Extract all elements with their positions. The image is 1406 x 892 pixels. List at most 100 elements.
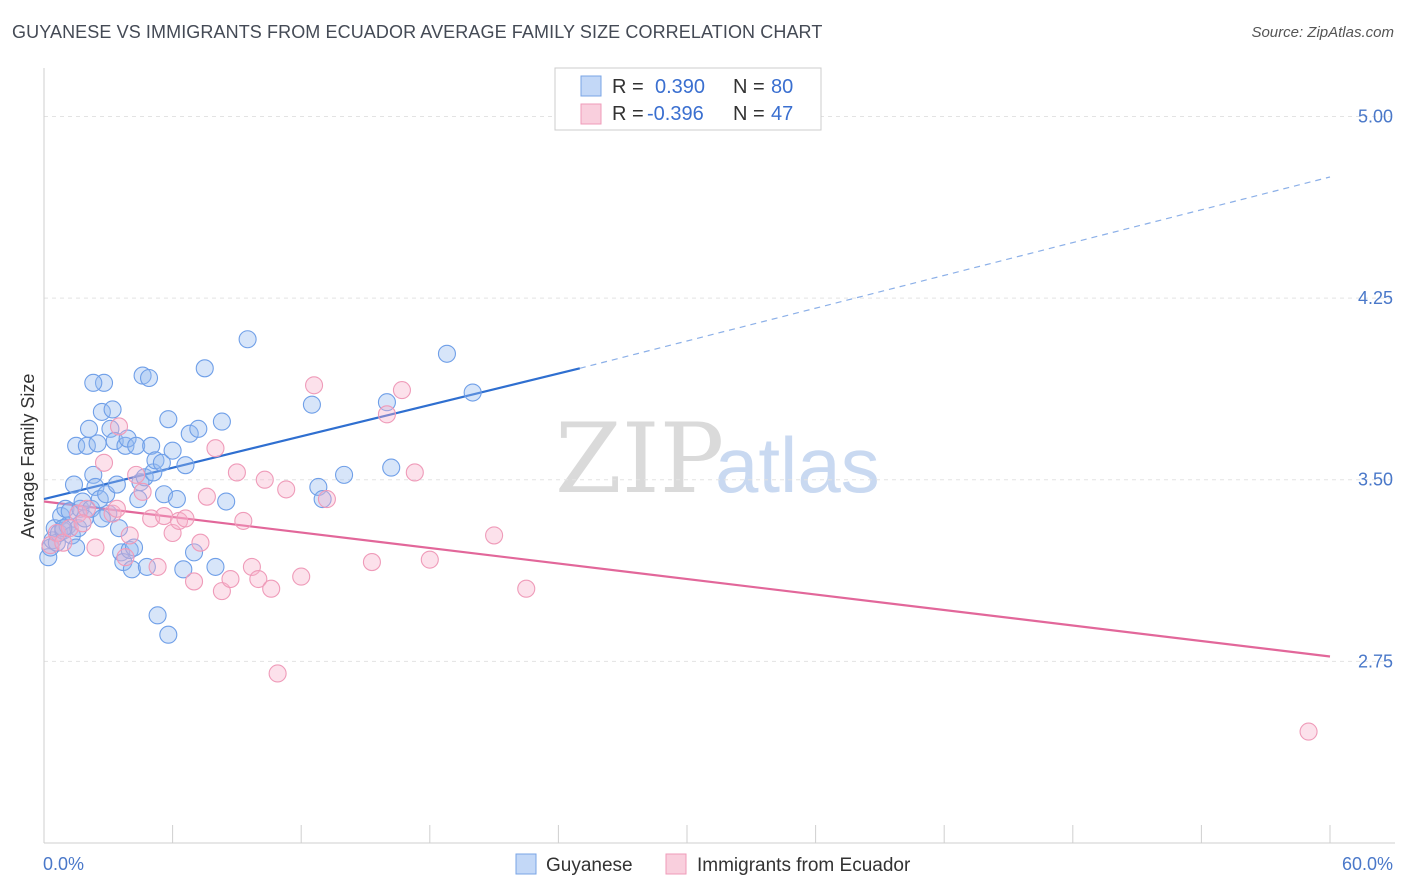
legend-swatch-guyanese	[580, 75, 602, 97]
point-guyanese-54	[163, 441, 182, 460]
point-ecuador-44	[1299, 722, 1318, 741]
point-guyanese-79	[313, 490, 332, 509]
bottom-legend-label-guyanese: Guyanese	[546, 855, 633, 876]
legend-n-value-1: 80	[771, 76, 793, 98]
point-guyanese-22	[86, 477, 105, 497]
trend-line-ecuador	[43, 500, 1331, 658]
point-ecuador-5	[77, 499, 96, 518]
point-guyanese-73	[84, 373, 103, 392]
point-guyanese-60	[189, 419, 208, 438]
legend-n-value-2: 47	[771, 103, 793, 125]
point-ecuador-4	[69, 504, 88, 523]
y-tick-labels: 2.75 3.50 4.25 5.00	[1358, 106, 1393, 671]
point-ecuador-39	[392, 381, 411, 400]
point-ecuador-6	[86, 538, 105, 557]
chart-source: Source: ZipAtlas.com	[1251, 24, 1394, 41]
point-guyanese-70	[382, 458, 401, 477]
point-guyanese-26	[94, 373, 114, 392]
point-guyanese-13	[67, 436, 86, 455]
watermark-zip: ZIP	[555, 403, 724, 515]
legend-r-value-2: -0.396	[647, 103, 704, 125]
point-ecuador-20	[184, 572, 204, 591]
point-guyanese-66	[302, 395, 321, 414]
point-guyanese-57	[176, 456, 195, 475]
y-tick-label-1: 3.50	[1358, 470, 1393, 490]
point-guyanese-63	[212, 412, 231, 431]
point-ecuador-7	[94, 453, 114, 472]
point-ecuador-13	[133, 482, 152, 501]
point-guyanese-72	[463, 383, 482, 402]
point-ecuador-23	[206, 439, 225, 458]
point-ecuador-43	[517, 579, 536, 598]
bottom-legend-swatch-guyanese	[515, 853, 537, 875]
axes	[43, 68, 1395, 844]
point-guyanese-62	[206, 557, 225, 576]
point-guyanese-61	[195, 359, 214, 378]
point-guyanese-74	[148, 606, 167, 625]
bottom-legend-label-ecuador: Immigrants from Ecuador	[697, 855, 911, 876]
series-ecuador-points	[41, 376, 1318, 741]
point-ecuador-45	[107, 499, 126, 518]
y-tick-label-2: 4.25	[1358, 288, 1393, 308]
point-guyanese-65	[238, 330, 257, 349]
point-ecuador-46	[73, 514, 92, 533]
gridlines	[44, 115, 1395, 662]
y-tick-label-3: 5.00	[1358, 106, 1393, 126]
point-guyanese-55	[167, 490, 186, 509]
point-ecuador-26	[227, 463, 246, 482]
point-ecuador-34	[292, 567, 311, 586]
y-axis-label: Average Family Size	[18, 374, 38, 539]
point-ecuador-29	[249, 569, 268, 589]
legend-n-label-1: N =	[733, 76, 765, 98]
legend-box: R = 0.390 N = 80 R = -0.396 N = 47	[554, 67, 822, 131]
point-ecuador-30	[255, 470, 274, 489]
point-guyanese-36	[116, 436, 135, 455]
x-tick-label-min: 0.0%	[43, 854, 84, 874]
point-ecuador-41	[420, 550, 439, 569]
point-ecuador-42	[485, 526, 504, 545]
chart-title: GUYANESE VS IMMIGRANTS FROM ECUADOR AVER…	[12, 22, 823, 42]
point-guyanese-68	[335, 465, 354, 484]
legend-swatch-ecuador	[580, 103, 602, 125]
bottom-legend-swatch-ecuador	[665, 853, 687, 875]
point-guyanese-32	[107, 475, 126, 494]
legend-n-label-2: N =	[733, 103, 765, 125]
point-guyanese-75	[159, 625, 178, 644]
trend-line-guyanese-extension	[579, 176, 1331, 369]
point-guyanese-30	[103, 400, 122, 419]
point-ecuador-37	[362, 553, 381, 572]
point-guyanese-78	[92, 509, 111, 528]
watermark-atlas: atlas	[715, 421, 880, 509]
point-guyanese-23	[88, 434, 107, 453]
point-guyanese-71	[437, 344, 456, 363]
point-guyanese-19	[79, 419, 99, 438]
point-guyanese-53	[159, 410, 178, 429]
point-ecuador-33	[277, 480, 296, 499]
point-guyanese-12	[64, 475, 84, 494]
point-ecuador-40	[405, 463, 424, 482]
series-guyanese-points	[39, 330, 482, 644]
point-guyanese-64	[217, 492, 236, 511]
legend-r-label-1: R =	[612, 76, 644, 98]
point-ecuador-21	[191, 533, 210, 552]
point-ecuador-22	[197, 487, 216, 506]
point-ecuador-15	[148, 557, 167, 576]
point-ecuador-12	[127, 465, 146, 484]
point-guyanese-47	[139, 368, 159, 388]
point-ecuador-9	[109, 417, 129, 436]
bottom-legend: Guyanese Immigrants from Ecuador	[515, 853, 911, 876]
point-ecuador-35	[305, 376, 324, 395]
point-ecuador-10	[116, 548, 135, 567]
point-guyanese-25	[92, 402, 111, 421]
point-guyanese-56	[174, 560, 193, 579]
point-ecuador-36	[317, 490, 336, 509]
point-guyanese-51	[152, 453, 171, 472]
point-guyanese-59	[184, 543, 204, 562]
point-ecuador-32	[268, 664, 287, 683]
legend-r-value-1: 0.390	[655, 76, 705, 98]
point-ecuador-38	[377, 405, 396, 424]
point-ecuador-19	[176, 509, 195, 528]
point-guyanese-48	[142, 436, 161, 455]
point-ecuador-16	[154, 506, 174, 526]
